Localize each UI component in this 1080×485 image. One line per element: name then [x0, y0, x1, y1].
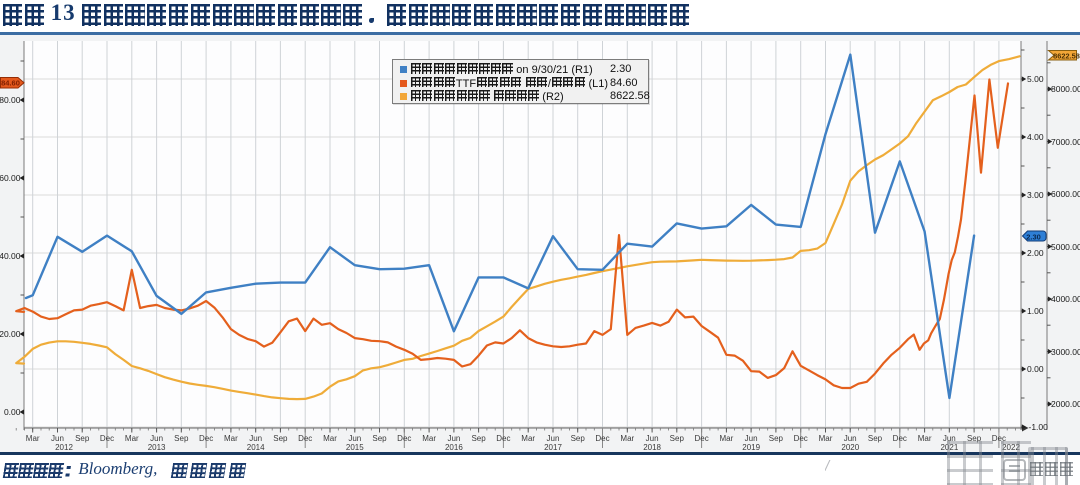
svg-text:84.60: 84.60 [1, 79, 20, 88]
svg-text:8622.58: 8622.58 [1053, 51, 1080, 60]
svg-text:2.30: 2.30 [1026, 232, 1041, 241]
